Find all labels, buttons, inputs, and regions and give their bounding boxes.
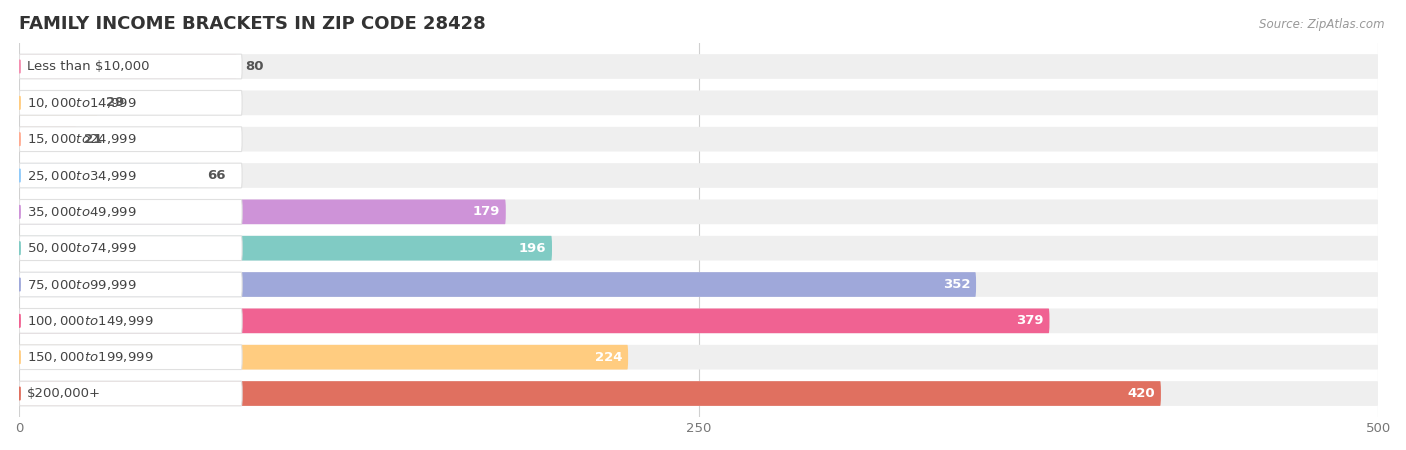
FancyBboxPatch shape (20, 272, 242, 297)
FancyBboxPatch shape (20, 199, 1378, 224)
Text: 196: 196 (519, 242, 547, 255)
FancyBboxPatch shape (20, 90, 242, 115)
Text: Less than $10,000: Less than $10,000 (27, 60, 149, 73)
FancyBboxPatch shape (20, 309, 1378, 333)
Text: 352: 352 (943, 278, 970, 291)
FancyBboxPatch shape (20, 236, 553, 261)
FancyBboxPatch shape (20, 54, 242, 79)
FancyBboxPatch shape (20, 199, 506, 224)
Text: $150,000 to $199,999: $150,000 to $199,999 (27, 350, 153, 364)
FancyBboxPatch shape (20, 236, 242, 261)
Text: 29: 29 (107, 96, 124, 109)
Text: 179: 179 (472, 205, 501, 218)
Text: $200,000+: $200,000+ (27, 387, 101, 400)
Text: 66: 66 (207, 169, 225, 182)
FancyBboxPatch shape (20, 345, 1378, 369)
Text: $10,000 to $14,999: $10,000 to $14,999 (27, 96, 136, 110)
FancyBboxPatch shape (20, 236, 1378, 261)
FancyBboxPatch shape (20, 199, 242, 224)
FancyBboxPatch shape (20, 345, 628, 369)
Text: $100,000 to $149,999: $100,000 to $149,999 (27, 314, 153, 328)
FancyBboxPatch shape (20, 345, 242, 369)
Text: $50,000 to $74,999: $50,000 to $74,999 (27, 241, 136, 255)
Text: 379: 379 (1017, 315, 1045, 327)
Text: $25,000 to $34,999: $25,000 to $34,999 (27, 168, 136, 183)
Text: Source: ZipAtlas.com: Source: ZipAtlas.com (1260, 18, 1385, 31)
FancyBboxPatch shape (20, 127, 242, 152)
Text: 420: 420 (1128, 387, 1156, 400)
Text: $35,000 to $49,999: $35,000 to $49,999 (27, 205, 136, 219)
FancyBboxPatch shape (20, 309, 1049, 333)
Text: FAMILY INCOME BRACKETS IN ZIP CODE 28428: FAMILY INCOME BRACKETS IN ZIP CODE 28428 (20, 15, 486, 33)
FancyBboxPatch shape (20, 272, 976, 297)
FancyBboxPatch shape (20, 127, 1378, 152)
FancyBboxPatch shape (20, 54, 236, 79)
FancyBboxPatch shape (20, 381, 1378, 406)
FancyBboxPatch shape (20, 90, 98, 115)
FancyBboxPatch shape (20, 381, 1161, 406)
FancyBboxPatch shape (20, 54, 1378, 79)
FancyBboxPatch shape (20, 127, 76, 152)
FancyBboxPatch shape (20, 309, 242, 333)
Text: $75,000 to $99,999: $75,000 to $99,999 (27, 278, 136, 292)
Text: 21: 21 (84, 133, 103, 146)
FancyBboxPatch shape (20, 272, 1378, 297)
Text: 80: 80 (245, 60, 263, 73)
FancyBboxPatch shape (20, 90, 1378, 115)
FancyBboxPatch shape (20, 163, 242, 188)
FancyBboxPatch shape (20, 163, 1378, 188)
FancyBboxPatch shape (20, 381, 242, 406)
Text: $15,000 to $24,999: $15,000 to $24,999 (27, 132, 136, 146)
Text: 224: 224 (595, 351, 623, 364)
FancyBboxPatch shape (20, 163, 198, 188)
